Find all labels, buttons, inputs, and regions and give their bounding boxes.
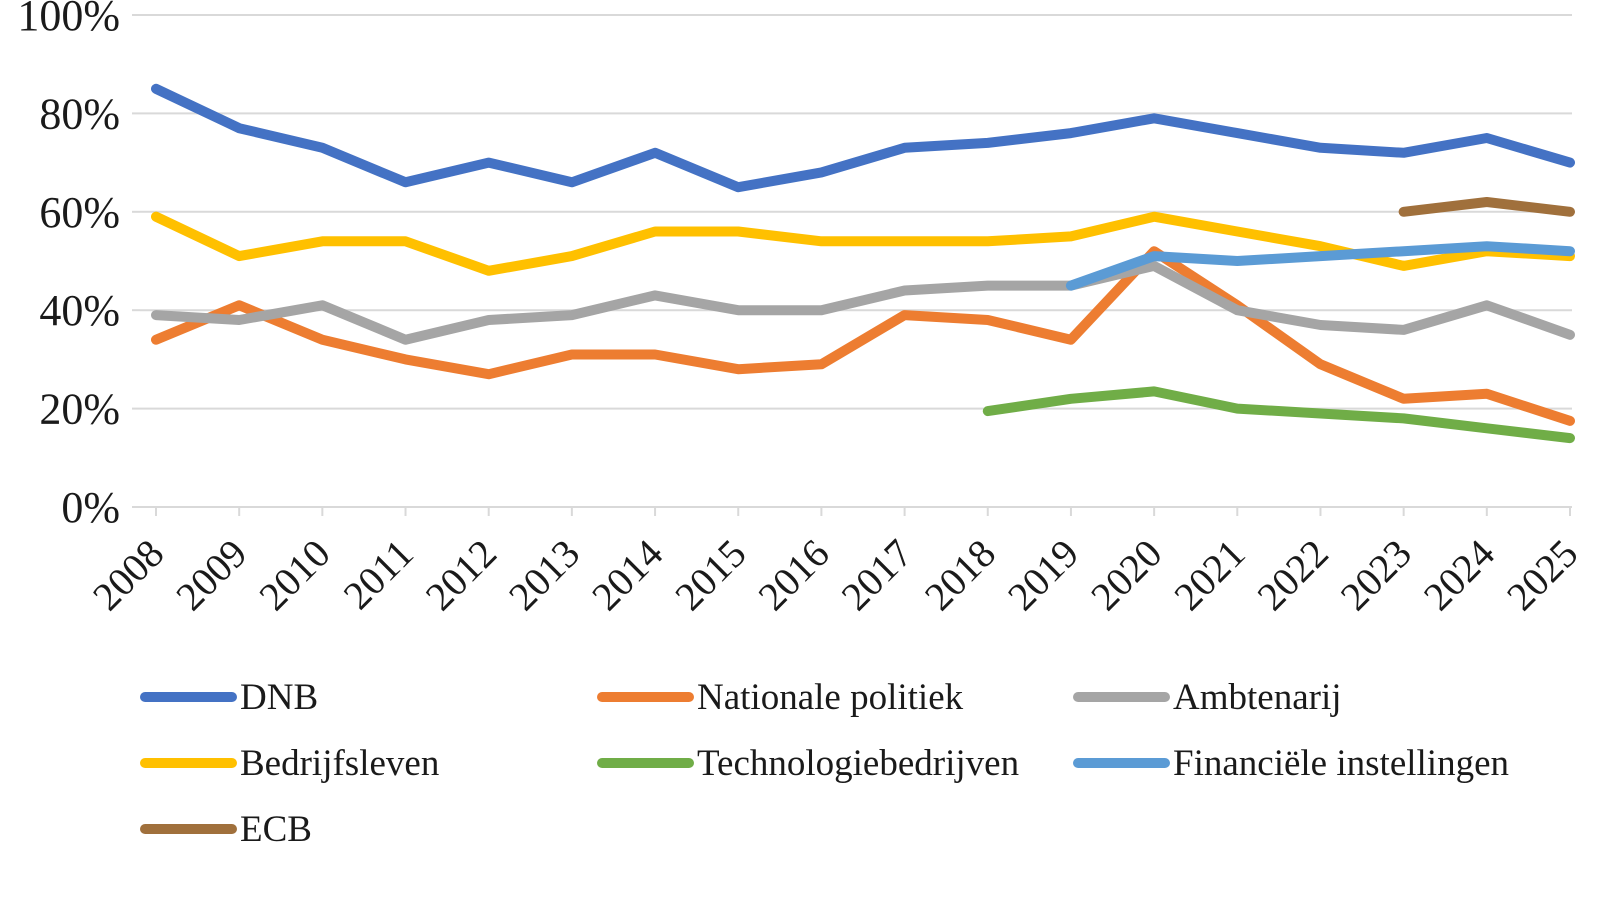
legend-label-ambtenarij: Ambtenarij [1173,676,1342,718]
legend-item-technologiebedrijven: Technologiebedrijven [597,745,1073,782]
x-axis-tick-label: 2009 [167,531,255,619]
x-axis-tick-label: 2023 [1332,531,1420,619]
line-chart: 0%20%40%60%80%100%2008200920102011201220… [17,0,1586,619]
legend-label-technologiebedrijven: Technologiebedrijven [697,742,1020,784]
x-axis-tick-label: 2025 [1498,531,1586,619]
series-line-ecb [1398,197,1575,217]
series-line-bedrijfsleven [151,211,1575,276]
x-axis-tick-label: 2011 [335,531,422,618]
x-axis-tick-label: 2019 [999,531,1087,619]
x-axis-tick-label: 2013 [500,531,588,619]
x-axis-tick-label: 2010 [250,531,338,619]
legend-swatch-ecb [140,824,237,834]
legend-item-dnb: DNB [140,679,597,716]
legend-swatch-financi-le-instellingen [1073,758,1170,768]
legend-label-bedrijfsleven: Bedrijfsleven [240,742,440,784]
y-axis-tick-label: 0% [61,483,120,532]
y-axis-tick-label: 20% [39,385,120,434]
legend-item-ambtenarij: Ambtenarij [1073,679,1560,716]
y-axis-tick-label: 40% [39,286,120,335]
x-axis-tick-label: 2014 [583,531,671,619]
series-line-nationale-politiek [151,246,1575,426]
x-axis-tick-label: 2012 [417,531,505,619]
y-axis-tick-label: 80% [39,89,120,138]
x-axis-tick-label: 2018 [916,531,1004,619]
series-line-dnb [151,83,1575,193]
legend-swatch-technologiebedrijven [597,758,694,768]
legend-swatch-dnb [140,692,237,702]
y-axis-tick-label: 60% [39,188,120,237]
y-axis-tick-label: 100% [17,0,120,40]
series-line-technologiebedrijven [982,386,1575,444]
series-line-ambtenarij [151,260,1575,345]
legend-swatch-bedrijfsleven [140,758,237,768]
legend-label-financi-le-instellingen: Financiële instellingen [1173,742,1509,784]
legend-item-ecb: ECB [140,811,597,848]
x-axis-tick-label: 2021 [1165,531,1253,619]
chart-legend: DNB Nationale politiek Ambtenarij Bedrijfsl… [140,664,1560,862]
x-axis-tick-label: 2008 [84,531,172,619]
legend-label-ecb: ECB [240,808,312,850]
x-axis-tick-label: 2022 [1248,531,1336,619]
x-axis-tick-label: 2015 [666,531,754,619]
legend-item-bedrijfsleven: Bedrijfsleven [140,745,597,782]
x-axis-tick-label: 2020 [1082,531,1170,619]
legend-label-nationale-politiek: Nationale politiek [697,676,964,718]
legend-label-dnb: DNB [240,676,319,718]
x-axis-tick-label: 2016 [749,531,837,619]
legend-swatch-ambtenarij [1073,692,1170,702]
legend-item-financi-le-instellingen: Financiële instellingen [1073,745,1560,782]
x-axis-tick-label: 2017 [833,531,921,619]
x-axis-tick-label: 2024 [1415,531,1503,619]
legend-swatch-nationale-politiek [597,692,694,702]
legend-item-nationale-politiek: Nationale politiek [597,679,1073,716]
series-line-financi-le-instellingen [1065,241,1575,291]
